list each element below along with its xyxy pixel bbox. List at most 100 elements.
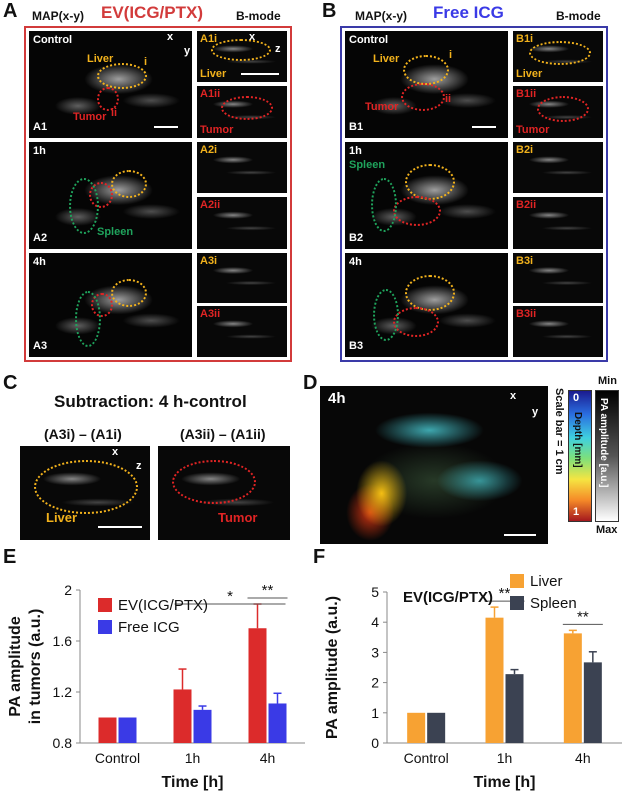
pa-map-b1: Control Liver Tumor i ii B1 bbox=[345, 31, 508, 138]
liver-label: Liver bbox=[516, 68, 543, 80]
bar bbox=[427, 712, 446, 743]
bmode-b1ii: B1ii Tumor bbox=[513, 86, 603, 138]
tumor-outline bbox=[537, 96, 589, 122]
scale-bar bbox=[154, 126, 178, 128]
liver-outline bbox=[529, 41, 591, 65]
marker-i: i bbox=[144, 56, 148, 68]
axis-x: x bbox=[249, 31, 256, 43]
y-tick-label: 0 bbox=[371, 735, 379, 751]
bmode-b2ii: B2ii bbox=[513, 197, 603, 249]
liver-label: Liver bbox=[87, 53, 114, 65]
x-tick-label: 4h bbox=[575, 750, 591, 766]
image-id: A1i bbox=[200, 33, 218, 45]
amplitude-label: PA amplitude [a.u.] bbox=[598, 398, 609, 488]
spleen-outline bbox=[371, 178, 397, 232]
bmode-a1ii: A1ii Tumor bbox=[197, 86, 287, 138]
pa-map-b3: 4h B3 bbox=[345, 253, 508, 357]
pa-map-a2: 1h Spleen A2 bbox=[29, 142, 192, 249]
time-label: Control bbox=[349, 34, 389, 46]
image-id: A1ii bbox=[200, 88, 221, 100]
time-label: 1h bbox=[349, 145, 362, 157]
liver-outline bbox=[405, 275, 455, 311]
image-id: B2ii bbox=[516, 199, 537, 211]
panel-c-title: Subtraction: 4 h-control bbox=[54, 392, 247, 411]
bmode-a2i: A2i bbox=[197, 142, 287, 193]
chart-f: 0 1 2 3 4 5 Control 1h 4h ** ** Time [h] PA amplitud… bbox=[324, 573, 622, 791]
y-axis-title-line1: PA amplitude bbox=[7, 616, 24, 717]
legend-swatch bbox=[510, 574, 524, 588]
liver-outline bbox=[403, 55, 449, 85]
image-id: B1ii bbox=[516, 88, 537, 100]
tumor-label: Tumor bbox=[200, 124, 234, 136]
legend-swatch bbox=[98, 620, 112, 634]
y-tick-label: 5 bbox=[371, 584, 379, 600]
bmode-b2i: B2i bbox=[513, 142, 603, 193]
bmode-a2ii: A2ii bbox=[197, 197, 287, 249]
depth-colorbar bbox=[568, 390, 592, 522]
bar bbox=[485, 617, 504, 743]
tumor-label: Tumor bbox=[365, 101, 399, 113]
axis-x: x bbox=[167, 31, 174, 43]
time-label: 4h bbox=[33, 256, 46, 268]
significance-label: ** bbox=[499, 585, 511, 602]
liver-label: Liver bbox=[200, 68, 227, 80]
legend-label: Free ICG bbox=[118, 619, 180, 636]
liver-label: Liver bbox=[46, 510, 78, 525]
pa-map-a3: 4h A3 bbox=[29, 253, 192, 357]
axis-y: y bbox=[184, 45, 191, 57]
significance-label: ** bbox=[262, 582, 274, 599]
amplitude-max: Max bbox=[596, 524, 618, 536]
time-label: 4h bbox=[328, 390, 346, 407]
bmode-b3i: B3i bbox=[513, 253, 603, 303]
image-id: A3ii bbox=[200, 308, 221, 320]
significance-label: ** bbox=[577, 608, 589, 625]
scale-bar bbox=[472, 126, 496, 128]
spleen-label: Spleen bbox=[97, 226, 134, 238]
panel-b-title: Free ICG bbox=[433, 3, 504, 22]
image-id: A2ii bbox=[200, 199, 221, 211]
y-tick-label: 4 bbox=[371, 614, 379, 630]
panel-a-frame bbox=[24, 26, 292, 362]
bmode-b3ii: B3ii bbox=[513, 306, 603, 357]
panel-d-label: D bbox=[303, 372, 318, 394]
liver-outline bbox=[34, 460, 138, 514]
image-id: B1 bbox=[349, 121, 364, 133]
bmode-b1i: B1i Liver bbox=[513, 31, 603, 82]
panel-c-label: C bbox=[3, 372, 18, 394]
tumor-outline bbox=[401, 83, 445, 111]
axis-x: x bbox=[112, 446, 119, 458]
chart-title: EV(ICG/PTX) bbox=[403, 589, 493, 606]
axis-x: x bbox=[510, 390, 517, 402]
x-axis-title: Time [h] bbox=[162, 774, 224, 791]
x-tick-label: Control bbox=[95, 750, 140, 766]
y-tick-label: 0.8 bbox=[53, 735, 73, 751]
x-axis-title: Time [h] bbox=[474, 774, 536, 791]
spleen-label: Spleen bbox=[349, 159, 386, 171]
tumor-outline bbox=[393, 307, 439, 337]
y-tick-label: 2 bbox=[64, 582, 72, 598]
legend-label: Liver bbox=[530, 573, 563, 590]
bar bbox=[193, 709, 212, 743]
image-id: B3ii bbox=[516, 308, 537, 320]
depth-label: Depth [mm] bbox=[572, 412, 583, 468]
liver-outline bbox=[97, 63, 147, 89]
image-id: A3 bbox=[33, 340, 48, 352]
x-tick-label: 1h bbox=[497, 750, 513, 766]
depth-bottom-tick: 1 bbox=[573, 506, 580, 518]
bar bbox=[563, 633, 582, 743]
panel-b-bmode-header: B-mode bbox=[556, 9, 601, 23]
liver-outline bbox=[111, 279, 147, 307]
marker-ii: ii bbox=[445, 93, 452, 105]
panel-b-map-header: MAP(x-y) bbox=[355, 9, 408, 23]
axis-z: z bbox=[136, 460, 142, 472]
tumor-outline bbox=[393, 196, 441, 226]
legend-label: EV(ICG/PTX) bbox=[118, 597, 208, 614]
scale-note: Scale bar = 1 cm bbox=[553, 388, 565, 475]
panel-a-title: EV(ICG/PTX) bbox=[101, 3, 204, 22]
scale-bar bbox=[98, 526, 142, 528]
bar bbox=[98, 717, 117, 743]
bar bbox=[118, 717, 137, 743]
panel-e-label: E bbox=[3, 546, 17, 568]
axis-z: z bbox=[275, 43, 281, 55]
